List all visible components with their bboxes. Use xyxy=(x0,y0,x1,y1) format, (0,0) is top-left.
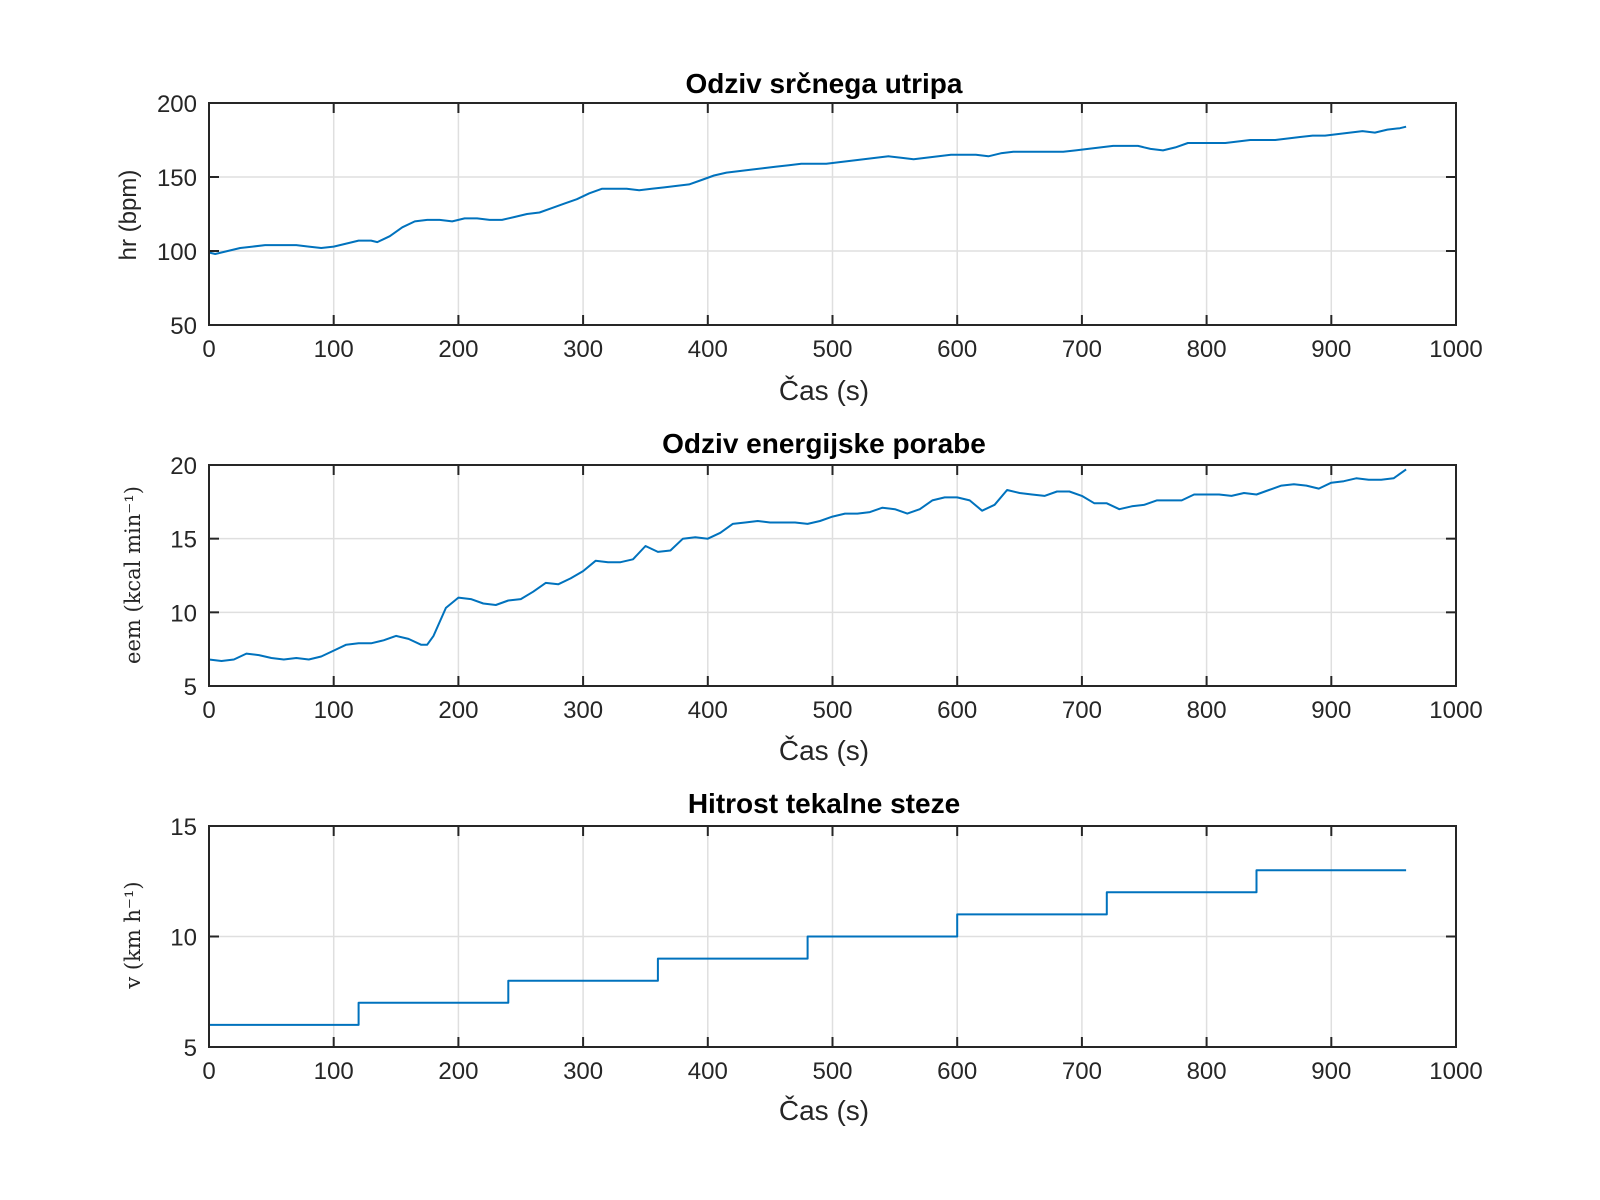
x-tick-label: 900 xyxy=(1311,1058,1351,1085)
x-tick-label: 400 xyxy=(688,697,728,724)
x-tick-label: 300 xyxy=(563,697,603,724)
x-tick-label: 600 xyxy=(937,1058,977,1085)
y-tick-label: 5 xyxy=(184,674,197,701)
panel-energy-expenditure: Odziv energijske porabe Čas (s) eem (kca… xyxy=(121,428,1483,766)
panel-title: Odziv srčnega utripa xyxy=(686,68,963,99)
y-tick-label: 15 xyxy=(170,527,197,554)
panel-treadmill-speed: Hitrost tekalne steze Čas (s) v (km h⁻¹)… xyxy=(121,788,1483,1126)
x-tick-label: 800 xyxy=(1187,336,1227,363)
y-tick-label: 150 xyxy=(157,165,197,192)
x-tick-label: 500 xyxy=(812,1058,852,1085)
x-tick-label: 600 xyxy=(937,336,977,363)
panel-title: Hitrost tekalne steze xyxy=(688,788,960,819)
x-tick-label: 0 xyxy=(202,1058,215,1085)
x-tick-label: 100 xyxy=(314,336,354,363)
y-tick-label: 10 xyxy=(170,925,197,952)
x-tick-label: 400 xyxy=(688,336,728,363)
y-tick-label: 200 xyxy=(157,91,197,118)
x-axis-label: Čas (s) xyxy=(779,375,869,406)
x-tick-label: 900 xyxy=(1311,697,1351,724)
y-tick-label: 100 xyxy=(157,239,197,266)
x-axis-label: Čas (s) xyxy=(779,735,869,766)
x-tick-label: 300 xyxy=(563,1058,603,1085)
y-axis-label: v (km h⁻¹) xyxy=(121,881,145,989)
x-tick-label: 100 xyxy=(314,1058,354,1085)
series-line xyxy=(208,125,1407,255)
y-tick-label: 50 xyxy=(170,313,197,340)
x-tick-label: 0 xyxy=(202,697,215,724)
x-tick-label: 700 xyxy=(1062,1058,1102,1085)
series-line xyxy=(208,468,1407,662)
x-tick-label: 800 xyxy=(1187,1058,1227,1085)
panel-heart-rate: Odziv srčnega utripa Čas (s) hr (bpm) 0 1… xyxy=(115,68,1483,406)
y-tick-label: 5 xyxy=(184,1035,197,1062)
x-tick-label: 0 xyxy=(202,336,215,363)
x-tick-label: 200 xyxy=(438,697,478,724)
x-tick-label: 800 xyxy=(1187,697,1227,724)
x-axis-label: Čas (s) xyxy=(779,1095,869,1126)
x-tick-label: 700 xyxy=(1062,336,1102,363)
x-tick-label: 300 xyxy=(563,336,603,363)
y-tick-label: 20 xyxy=(170,453,197,480)
x-tick-label: 1000 xyxy=(1429,697,1482,724)
y-axis-label: eem (kcal min⁻¹) xyxy=(121,486,145,664)
x-tick-label: 700 xyxy=(1062,697,1102,724)
x-tick-label: 1000 xyxy=(1429,336,1482,363)
x-tick-label: 500 xyxy=(812,697,852,724)
x-tick-label: 600 xyxy=(937,697,977,724)
y-tick-label: 10 xyxy=(170,600,197,627)
x-tick-label: 100 xyxy=(314,697,354,724)
panel-title: Odziv energijske porabe xyxy=(662,428,986,459)
x-tick-label: 400 xyxy=(688,1058,728,1085)
y-tick-label: 15 xyxy=(170,814,197,841)
x-tick-label: 500 xyxy=(812,336,852,363)
x-tick-label: 200 xyxy=(438,336,478,363)
x-tick-label: 900 xyxy=(1311,336,1351,363)
x-tick-label: 1000 xyxy=(1429,1058,1482,1085)
series-line xyxy=(209,869,1407,1026)
y-axis-label: hr (bpm) xyxy=(115,170,142,261)
x-tick-label: 200 xyxy=(438,1058,478,1085)
